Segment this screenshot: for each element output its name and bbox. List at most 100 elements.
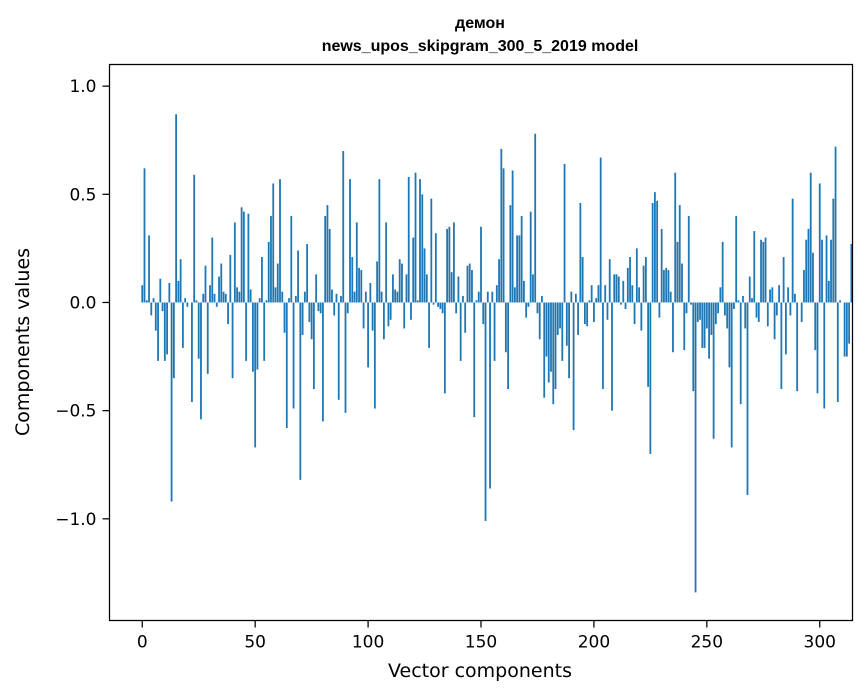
bar — [687, 215, 690, 303]
bar — [355, 222, 358, 303]
bar — [834, 146, 837, 303]
bar — [484, 302, 487, 521]
bar — [252, 302, 254, 372]
bar — [186, 302, 189, 307]
bar — [405, 274, 408, 303]
bar — [346, 302, 349, 314]
bar — [141, 285, 144, 303]
bar — [803, 270, 805, 303]
bar — [563, 164, 566, 303]
bar — [351, 257, 354, 303]
bar — [791, 198, 794, 303]
bar — [800, 302, 803, 322]
bar — [258, 298, 261, 303]
y-tick-label: 0.5 — [69, 185, 96, 205]
bar — [552, 302, 555, 405]
bar — [231, 302, 234, 379]
bar — [227, 302, 229, 325]
bar — [766, 302, 769, 327]
bar — [315, 274, 318, 303]
bar — [177, 280, 180, 303]
bar — [240, 207, 243, 303]
bar — [602, 302, 604, 390]
bar — [353, 291, 356, 303]
bar — [222, 291, 225, 303]
bar — [371, 302, 374, 331]
bar — [581, 257, 584, 303]
bar — [757, 302, 760, 322]
bar — [773, 302, 776, 340]
bar — [480, 226, 482, 303]
bar — [705, 302, 708, 329]
chart-subtitle: news_upos_skipgram_300_5_2019 model — [322, 38, 639, 55]
bar — [642, 265, 645, 303]
bar — [608, 259, 611, 303]
bar — [401, 263, 403, 303]
bar — [299, 302, 302, 480]
bar — [473, 302, 476, 418]
bar — [471, 270, 473, 303]
bar — [337, 302, 340, 400]
bar — [814, 302, 817, 351]
bar — [717, 302, 720, 314]
bar — [335, 293, 338, 303]
bar — [308, 302, 311, 322]
bar — [477, 291, 480, 303]
bar — [789, 302, 792, 316]
bar — [848, 302, 851, 344]
bar — [466, 265, 469, 303]
y-tick-label: 1.0 — [69, 77, 96, 97]
bar — [403, 302, 406, 329]
bar — [586, 302, 589, 327]
bar — [312, 302, 315, 390]
bar — [692, 302, 695, 392]
bar — [559, 302, 561, 329]
bar — [333, 302, 336, 316]
bar — [809, 172, 812, 303]
bar — [651, 202, 654, 303]
bar — [224, 293, 227, 303]
bar — [568, 302, 570, 379]
bar — [495, 285, 498, 303]
bar — [593, 302, 595, 322]
bar — [367, 302, 369, 368]
bar — [294, 295, 297, 303]
bar — [595, 298, 598, 303]
bar — [206, 302, 209, 374]
bar — [583, 302, 586, 325]
bar — [733, 302, 735, 309]
bar — [771, 287, 774, 303]
bar — [565, 302, 568, 346]
bar — [597, 285, 600, 303]
bar — [807, 228, 810, 303]
bar — [229, 254, 232, 303]
bar — [301, 302, 304, 335]
bar — [794, 293, 796, 303]
x-tick-label: 300 — [804, 633, 836, 653]
bar — [159, 278, 162, 303]
bar — [755, 302, 758, 318]
bar — [157, 302, 159, 361]
bar — [290, 215, 293, 303]
bar — [751, 298, 753, 303]
bar — [577, 302, 580, 335]
bar — [378, 179, 381, 303]
bar — [163, 302, 166, 361]
bar — [394, 289, 397, 303]
bar — [432, 302, 435, 305]
bar — [459, 302, 462, 361]
bar — [518, 235, 521, 303]
bar — [543, 302, 546, 398]
bar — [615, 274, 618, 303]
bar — [843, 302, 846, 357]
bar — [276, 263, 279, 303]
bar — [482, 302, 485, 325]
bar — [423, 248, 426, 303]
bar — [389, 302, 392, 320]
bar — [796, 302, 799, 392]
bar — [728, 302, 731, 368]
bar — [179, 259, 182, 303]
bar — [694, 302, 697, 593]
bar — [653, 192, 656, 303]
bar — [439, 302, 442, 309]
